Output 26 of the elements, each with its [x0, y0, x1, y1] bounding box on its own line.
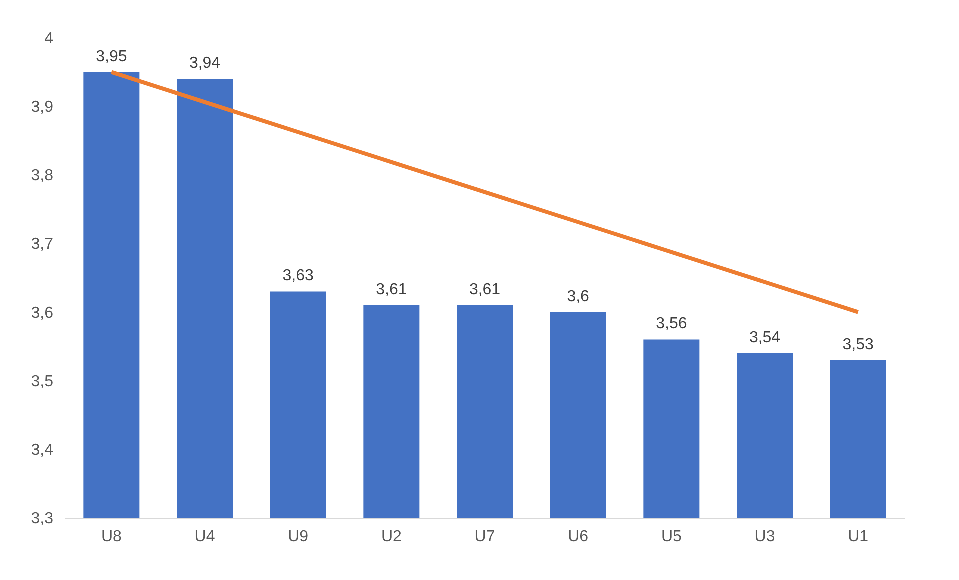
data-label: 3,63: [282, 268, 314, 285]
x-tick-label: U3: [754, 528, 776, 546]
y-tick-label: 3,5: [31, 373, 54, 390]
data-label: 3,95: [96, 48, 128, 66]
data-label: 3,94: [189, 55, 221, 72]
x-tick-label: U9: [288, 528, 309, 546]
data-label: 3,53: [842, 336, 874, 354]
y-tick-label: 3,6: [31, 304, 54, 322]
data-label: 3,56: [656, 316, 688, 333]
x-tick-label: U8: [101, 528, 122, 546]
x-tick-label: U6: [568, 528, 589, 546]
data-label: 3,6: [567, 288, 590, 306]
data-label: 3,61: [376, 281, 408, 298]
y-tick-label: 3,3: [31, 510, 54, 528]
y-tick-label: 3,7: [31, 236, 54, 254]
x-tick-label: U4: [194, 528, 216, 546]
x-tick-label: U5: [661, 528, 682, 546]
y-tick-label: 3,8: [31, 168, 54, 185]
x-tick-label: U1: [848, 528, 869, 546]
data-label: 3,54: [749, 329, 781, 346]
x-tick-label: U7: [474, 528, 496, 546]
data-label: 3,61: [469, 281, 501, 298]
x-tick-label: U2: [381, 528, 402, 546]
y-tick-label: 4: [44, 30, 54, 48]
y-tick-label: 3,9: [31, 99, 54, 116]
y-tick-label: 3,4: [31, 442, 54, 459]
